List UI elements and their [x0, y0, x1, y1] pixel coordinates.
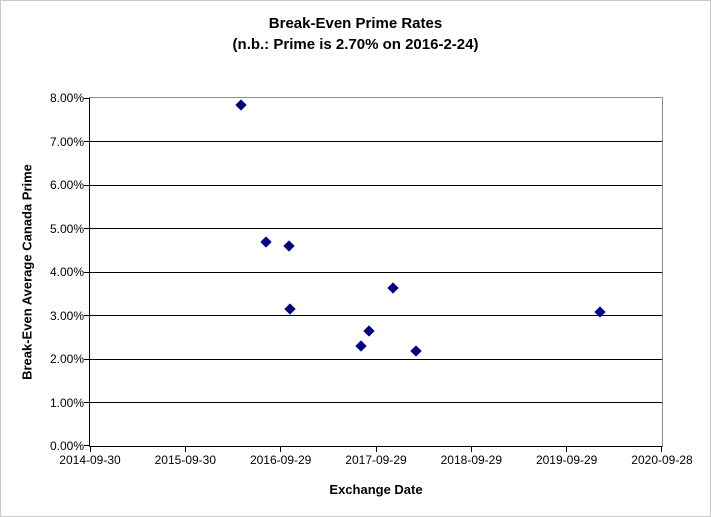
- y-tick: [84, 402, 89, 403]
- x-tick-label: 2015-09-30: [154, 453, 217, 467]
- gridline: [90, 315, 662, 316]
- data-point: [387, 281, 400, 294]
- y-tick: [84, 315, 89, 316]
- data-point: [363, 325, 375, 337]
- data-point: [259, 235, 272, 248]
- plot-area: [84, 97, 663, 452]
- y-tick-label: 2.00%: [49, 352, 84, 366]
- x-tick-label: 2014-09-30: [59, 453, 121, 467]
- y-tick-label: 1.00%: [49, 395, 84, 410]
- x-tick: [661, 447, 662, 452]
- y-tick: [84, 141, 89, 142]
- x-tick: [280, 447, 282, 452]
- data-point: [282, 240, 295, 252]
- x-tick-label: 2020-09-28: [631, 453, 693, 467]
- y-tick-label: 4.00%: [49, 265, 84, 279]
- x-tick: [90, 447, 91, 452]
- x-tick-label: 2019-09-29: [535, 453, 598, 467]
- gridline: [90, 184, 662, 186]
- data-point: [410, 345, 422, 357]
- gridline: [90, 141, 662, 142]
- x-tick: [375, 447, 377, 452]
- y-tick-label: 8.00%: [49, 91, 84, 105]
- y-tick: [84, 184, 89, 186]
- x-tick-label: 2018-09-29: [440, 453, 503, 467]
- y-tick-label: 7.00%: [49, 134, 84, 149]
- x-tick: [566, 447, 568, 452]
- y-tick: [84, 228, 89, 229]
- gridline: [90, 228, 662, 229]
- y-tick-label: 6.00%: [49, 178, 84, 192]
- data-point: [355, 340, 367, 353]
- y-tick-label: 5.00%: [49, 221, 84, 236]
- gridline: [90, 402, 662, 403]
- chart-subtitle: (n.b.: Prime is 2.70% on 2016-2-24): [232, 36, 479, 53]
- chart-title-block: Break-Even Prime Rates (n.b.: Prime is 2…: [1, 13, 710, 55]
- chart-title: Break-Even Prime Rates: [268, 15, 443, 32]
- x-tick: [184, 447, 186, 452]
- y-tick-label: 0.00%: [49, 439, 84, 453]
- gridline: [90, 358, 662, 360]
- gridline: [90, 271, 662, 273]
- x-tick-label: 2016-09-29: [249, 453, 312, 467]
- x-tick: [470, 447, 472, 452]
- y-tick: [84, 444, 89, 446]
- data-point: [235, 99, 248, 112]
- y-tick: [84, 97, 89, 99]
- x-tick-label: 2017-09-29: [345, 453, 407, 467]
- data-point: [284, 302, 296, 315]
- y-tick-label: 3.00%: [49, 308, 84, 323]
- y-tick: [84, 271, 89, 273]
- y-tick: [84, 358, 89, 360]
- x-axis-title: Exchange Date: [329, 482, 423, 497]
